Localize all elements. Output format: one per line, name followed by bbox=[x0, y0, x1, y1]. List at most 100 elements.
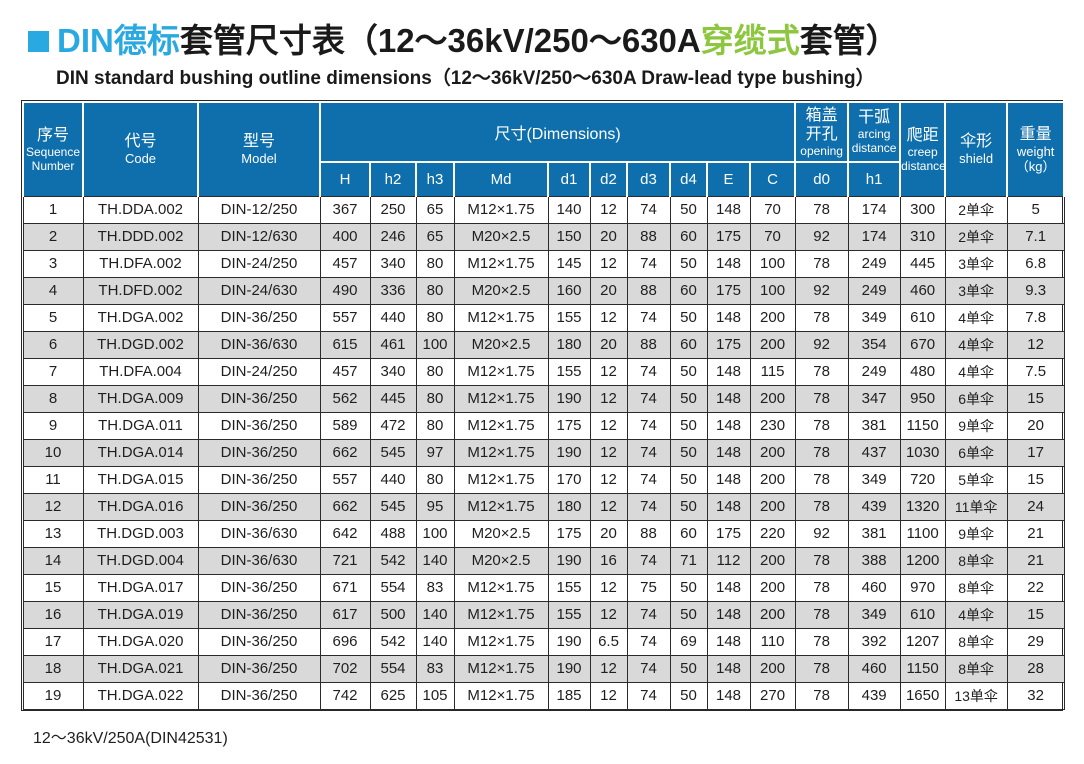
cell-shield: 2单伞 bbox=[944, 195, 1008, 224]
table-row: 16 TH.DGA.019 DIN-36/250 617 500 140 M12×1.75 1… bbox=[22, 600, 1065, 629]
cell-creep: 1030 bbox=[899, 438, 946, 467]
cell-d3: 74 bbox=[626, 600, 671, 629]
cell-E: 148 bbox=[706, 600, 751, 629]
cell-creep: 1200 bbox=[899, 546, 946, 575]
cell-d4: 60 bbox=[669, 222, 708, 251]
cell-d2: 12 bbox=[589, 195, 628, 224]
subcol-d0: d0 bbox=[794, 160, 850, 197]
col-header-creep-distance: 爬距 creep distance bbox=[899, 100, 947, 197]
cell-C: 70 bbox=[749, 222, 796, 251]
cell-shield: 9单伞 bbox=[944, 411, 1008, 440]
cell-d0: 78 bbox=[794, 411, 849, 440]
cell-C: 270 bbox=[749, 681, 796, 710]
cell-E: 148 bbox=[706, 357, 751, 386]
cell-model: DIN-36/630 bbox=[197, 519, 321, 548]
cell-model: DIN-36/250 bbox=[197, 438, 321, 467]
cell-H: 589 bbox=[319, 411, 371, 440]
cell-creep: 950 bbox=[899, 384, 946, 413]
cell-Md: M12×1.75 bbox=[453, 384, 549, 413]
cell-C: 110 bbox=[749, 627, 796, 656]
cell-d3: 88 bbox=[626, 222, 671, 251]
cell-d1: 155 bbox=[547, 357, 591, 386]
cell-d1: 190 bbox=[547, 546, 591, 575]
cell-C: 115 bbox=[749, 357, 796, 386]
cell-h2: 445 bbox=[369, 384, 417, 413]
table-row: 13 TH.DGD.003 DIN-36/630 642 488 100 M20×2.5 17… bbox=[22, 519, 1065, 548]
cell-d2: 20 bbox=[589, 222, 628, 251]
cell-creep: 460 bbox=[899, 276, 946, 305]
cell-d1: 190 bbox=[547, 627, 591, 656]
cell-Md: M20×2.5 bbox=[453, 276, 549, 305]
cell-C: 200 bbox=[749, 303, 796, 332]
cell-h3: 105 bbox=[415, 681, 455, 710]
cell-code: TH.DGD.003 bbox=[82, 519, 199, 548]
cell-h3: 80 bbox=[415, 357, 455, 386]
cell-E: 148 bbox=[706, 303, 751, 332]
cell-d4: 69 bbox=[669, 627, 708, 656]
cell-h1: 249 bbox=[847, 357, 901, 386]
cell-Md: M12×1.75 bbox=[453, 654, 549, 683]
table-header: 序号 Sequence Number 代号 Code 型号 Model 尺寸(D… bbox=[22, 100, 1066, 197]
cell-Md: M12×1.75 bbox=[453, 357, 549, 386]
cell-C: 200 bbox=[749, 546, 796, 575]
cell-seq: 1 bbox=[22, 195, 84, 224]
cell-h2: 340 bbox=[369, 357, 417, 386]
cell-seq: 16 bbox=[22, 600, 84, 629]
cell-H: 662 bbox=[319, 438, 371, 467]
cell-h1: 354 bbox=[847, 330, 901, 359]
col-header-sequence: 序号 Sequence Number bbox=[22, 100, 84, 197]
cell-C: 100 bbox=[749, 276, 796, 305]
table-row: 12 TH.DGA.016 DIN-36/250 662 545 95 M12×1.75 18… bbox=[22, 492, 1065, 521]
cell-model: DIN-36/630 bbox=[197, 546, 321, 575]
table-row: 19 TH.DGA.022 DIN-36/250 742 625 105 M12×1.75 1… bbox=[22, 681, 1065, 710]
cell-model: DIN-12/630 bbox=[197, 222, 321, 251]
cell-H: 721 bbox=[319, 546, 371, 575]
cell-weight: 32 bbox=[1006, 681, 1065, 710]
cell-d4: 71 bbox=[669, 546, 708, 575]
cell-Md: M12×1.75 bbox=[453, 249, 549, 278]
cell-H: 457 bbox=[319, 357, 371, 386]
cell-Md: M12×1.75 bbox=[453, 627, 549, 656]
cell-d3: 74 bbox=[626, 438, 671, 467]
cell-d1: 140 bbox=[547, 195, 591, 224]
cell-d1: 155 bbox=[547, 303, 591, 332]
col-header-dimensions: 尺寸(Dimensions) bbox=[318, 100, 797, 163]
cell-Md: M20×2.5 bbox=[453, 222, 549, 251]
cell-h2: 542 bbox=[369, 546, 417, 575]
cell-d0: 92 bbox=[794, 276, 849, 305]
cell-H: 642 bbox=[319, 519, 371, 548]
cell-code: TH.DFA.002 bbox=[82, 249, 199, 278]
cell-h1: 392 bbox=[847, 627, 901, 656]
cell-seq: 15 bbox=[22, 573, 84, 602]
cell-creep: 480 bbox=[899, 357, 946, 386]
col-header-model: 型号 Model bbox=[197, 100, 321, 197]
cell-d3: 74 bbox=[626, 411, 671, 440]
cell-d0: 78 bbox=[794, 303, 849, 332]
dimensions-table-wrap: 序号 Sequence Number 代号 Code 型号 Model 尺寸(D… bbox=[21, 99, 1066, 711]
col-header-code: 代号 Code bbox=[82, 100, 199, 197]
cell-d3: 88 bbox=[626, 330, 671, 359]
cell-d0: 78 bbox=[794, 438, 849, 467]
footer-note: 12～36kV/250A(DIN42531) bbox=[33, 730, 228, 747]
cell-d2: 12 bbox=[589, 357, 628, 386]
cell-code: TH.DGA.015 bbox=[82, 465, 199, 494]
cell-d1: 160 bbox=[547, 276, 591, 305]
cell-weight: 20 bbox=[1006, 411, 1065, 440]
cell-shield: 13单伞 bbox=[944, 681, 1008, 710]
cell-h3: 80 bbox=[415, 465, 455, 494]
cell-code: TH.DGA.019 bbox=[82, 600, 199, 629]
cell-model: DIN-36/250 bbox=[197, 627, 321, 656]
cell-h2: 625 bbox=[369, 681, 417, 710]
cell-weight: 21 bbox=[1006, 519, 1065, 548]
cell-h2: 250 bbox=[369, 195, 417, 224]
cell-d3: 74 bbox=[626, 546, 671, 575]
cell-weight: 22 bbox=[1006, 573, 1065, 602]
cell-creep: 1650 bbox=[899, 681, 946, 710]
cell-h3: 140 bbox=[415, 627, 455, 656]
cell-d0: 78 bbox=[794, 654, 849, 683]
col-header-arcing-distance: 干弧 arcing distance bbox=[847, 100, 902, 163]
cell-Md: M12×1.75 bbox=[453, 492, 549, 521]
cell-h3: 100 bbox=[415, 330, 455, 359]
cell-d2: 20 bbox=[589, 276, 628, 305]
